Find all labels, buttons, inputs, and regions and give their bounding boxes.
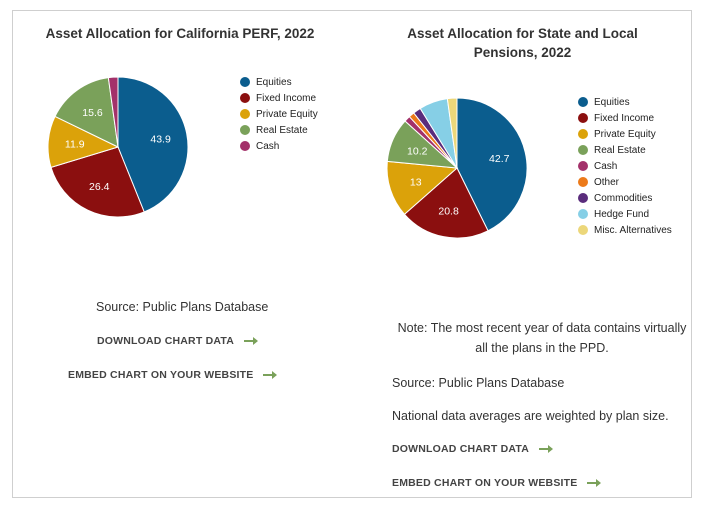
legend-swatch [240,93,250,103]
california-slice-cash[interactable] [107,76,119,148]
legend-label: Other [594,176,620,188]
legend-label: Equities [594,96,630,108]
california-slice-fixed-income[interactable] [50,146,145,218]
legend-california: Equities Fixed Income Private Equity Real E… [240,74,318,154]
download-chart-data-link-left[interactable]: DOWNLOAD CHART DATA [97,335,258,347]
national-slice-fixed-income[interactable] [403,167,489,239]
legend-label: Private Equity [256,108,318,120]
legend-label: Fixed Income [256,92,317,104]
legend-swatch [240,125,250,135]
california-data-label: 43.9 [150,134,171,146]
legend-swatch [578,97,588,107]
legend-swatch [578,193,588,203]
note-text: Note: The most recent year of data conta… [397,321,687,355]
legend-entry[interactable]: Fixed Income [240,90,318,106]
legend-label: Cash [594,160,618,172]
legend-swatch [240,77,250,87]
legend-swatch [240,109,250,119]
legend-entry[interactable]: Other [578,174,672,190]
national-data-label: 42.7 [489,153,510,165]
legend-swatch [240,141,250,151]
national-data-label: 20.8 [438,206,459,218]
national-slice-misc-alternatives[interactable] [446,97,458,169]
legend-label: Misc. Alternatives [594,224,672,236]
arrow-right-icon [587,479,602,487]
california-data-label: 11.9 [65,139,85,151]
chart-title-california: Asset Allocation for California PERF, 20… [45,26,315,41]
legend-label: Fixed Income [594,112,655,124]
embed-link-label: EMBED CHART ON YOUR WEBSITE [68,369,254,381]
legend-entry[interactable]: Private Equity [578,126,672,142]
legend-entry[interactable]: Misc. Alternatives [578,222,672,238]
embed-chart-link-left[interactable]: EMBED CHART ON YOUR WEBSITE [68,369,278,381]
california-data-label: 15.6 [82,107,103,119]
legend-national: Equities Fixed Income Private Equity Real E… [578,94,672,238]
legend-label: Real Estate [594,144,646,156]
arrow-right-icon [263,371,278,379]
embed-chart-link-right[interactable]: EMBED CHART ON YOUR WEBSITE [392,477,602,489]
legend-entry[interactable]: Real Estate [578,142,672,158]
legend-entry[interactable]: Private Equity [240,106,318,122]
national-data-label: 10.2 [407,146,428,158]
legend-swatch [578,129,588,139]
national-slice-private-equity[interactable] [386,160,459,215]
legend-label: Cash [256,140,280,152]
legend-label: Commodities [594,192,653,204]
legend-entry[interactable]: Cash [578,158,672,174]
legend-entry[interactable]: Hedge Fund [578,206,672,222]
legend-swatch [578,113,588,123]
national-data-label: 13 [410,176,422,188]
chart-title-national: Asset Allocation for State and Local Pen… [407,26,638,60]
legend-swatch [578,161,588,171]
legend-label: Hedge Fund [594,208,650,220]
legend-swatch [578,209,588,219]
chart-panel-frame [12,10,692,498]
legend-swatch [578,225,588,235]
source-text-left: Source: Public Plans Database [96,300,269,314]
legend-label: Equities [256,76,292,88]
california-data-label: 26.4 [89,181,110,193]
embed-link-label: EMBED CHART ON YOUR WEBSITE [392,477,578,489]
california-slice-real-estate[interactable] [54,77,119,148]
legend-swatch [578,177,588,187]
legend-entry[interactable]: Equities [578,94,672,110]
national-slice-equities[interactable] [456,97,528,232]
legend-entry[interactable]: Fixed Income [578,110,672,126]
download-chart-data-link-right[interactable]: DOWNLOAD CHART DATA [392,443,553,455]
arrow-right-icon [538,445,553,453]
legend-label: Private Equity [594,128,656,140]
legend-entry[interactable]: Equities [240,74,318,90]
weighting-note: National data averages are weighted by p… [392,409,669,423]
legend-label: Real Estate [256,124,308,136]
source-text-right: Source: Public Plans Database [392,376,565,390]
california-slice-equities[interactable] [117,76,189,213]
legend-entry[interactable]: Real Estate [240,122,318,138]
legend-entry[interactable]: Commodities [578,190,672,206]
arrow-right-icon [243,337,258,345]
legend-swatch [578,145,588,155]
download-link-label: DOWNLOAD CHART DATA [97,335,234,347]
download-link-label: DOWNLOAD CHART DATA [392,443,529,455]
legend-entry[interactable]: Cash [240,138,318,154]
